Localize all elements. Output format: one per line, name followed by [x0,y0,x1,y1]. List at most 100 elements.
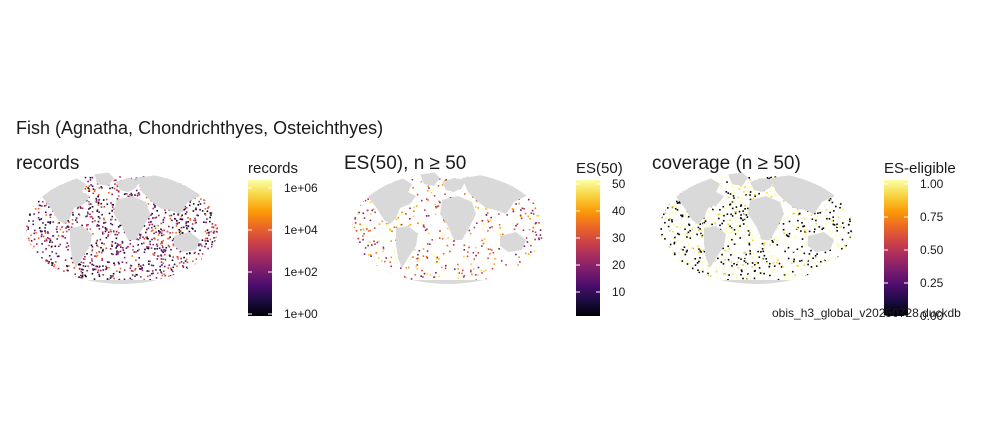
map-cell [91,206,94,208]
map-cell [62,235,64,238]
map-cell [801,222,803,224]
map-cell [49,214,51,216]
map-cell [470,270,472,273]
map-cell [498,224,501,226]
map-cell [425,215,428,217]
map-cell [714,212,717,214]
map-cell [196,214,198,216]
map-cell [835,205,837,208]
map-cell [163,273,165,276]
map-cell [726,177,729,180]
map-cell [836,226,838,229]
map-cell [796,264,799,267]
map-cell [485,213,488,216]
map-cell [721,185,723,188]
map-cell [29,243,32,246]
map-cell [774,269,776,271]
map-cell [731,207,734,210]
map-cell [688,224,691,226]
map-cell [832,260,835,262]
map-cell [691,231,694,234]
map-cell [515,203,517,205]
map-cell [519,273,521,276]
map-cell [710,208,712,211]
map-cell [826,177,828,180]
map-cell [66,265,68,267]
map-cell [357,212,360,215]
map-cell [806,274,809,276]
map-cell [52,235,54,237]
map-cell [163,229,165,232]
map-cell [47,221,49,223]
map-cell [125,261,128,264]
map-cell [162,239,164,242]
map-cell [769,177,771,179]
map-cell [443,271,446,273]
map-cell [727,205,729,208]
map-cell [727,279,729,281]
map-cell [527,253,530,255]
map-cell [382,250,384,253]
map-cell [469,198,472,201]
map-cell [208,261,211,264]
map-cell [115,230,118,233]
map-cell [732,227,734,230]
map-cell [45,214,47,216]
map-cell [827,267,830,269]
map-cell [121,261,124,263]
map-cell [152,253,154,255]
map-cell [369,275,371,277]
map-cell [210,261,212,264]
map-cell [680,248,683,250]
map-cell [719,176,721,178]
map-cell [131,274,134,276]
map-cell [685,267,688,270]
map-cell [79,268,81,270]
map-cell [151,272,153,275]
map-cell [788,218,791,220]
map-cell [788,232,791,235]
map-cell [851,250,852,252]
map-cell [471,196,474,198]
map-cell [847,276,849,279]
map-cell [201,239,204,241]
map-cell [189,201,191,203]
map-cell [664,238,666,240]
map-cell [61,276,63,279]
map-cell [136,194,139,197]
map-cell [33,269,35,271]
map-cell [180,215,183,218]
map-cell [47,237,49,239]
map-cell [719,224,721,227]
map-cell [662,234,665,236]
map-cell [674,207,677,210]
map-cell [106,228,108,230]
map-cell [367,183,369,185]
map-cell [26,229,27,232]
map-cell [457,277,460,280]
map-cell [660,195,662,197]
map-cell [162,221,165,224]
map-cell [216,231,218,233]
map-cell [750,179,753,182]
map-cell [58,255,60,257]
map-cell [143,278,145,281]
map-cell [702,253,704,255]
map-cell [55,261,57,263]
map-cell [145,196,148,199]
map-cell [47,269,50,272]
map-cell [38,192,40,195]
map-cell [362,212,365,215]
map-cell [463,249,466,251]
legend-tick: 0.75 [920,210,944,224]
map-cell [412,215,415,218]
map-cell [756,234,759,237]
map-cell [685,210,687,213]
map-cell [213,237,215,239]
map-cell [832,219,834,222]
map-cell [527,207,529,209]
map-coverage [660,172,852,284]
map-cell [375,262,377,265]
map-cell [687,265,690,268]
map-cell [195,258,198,260]
